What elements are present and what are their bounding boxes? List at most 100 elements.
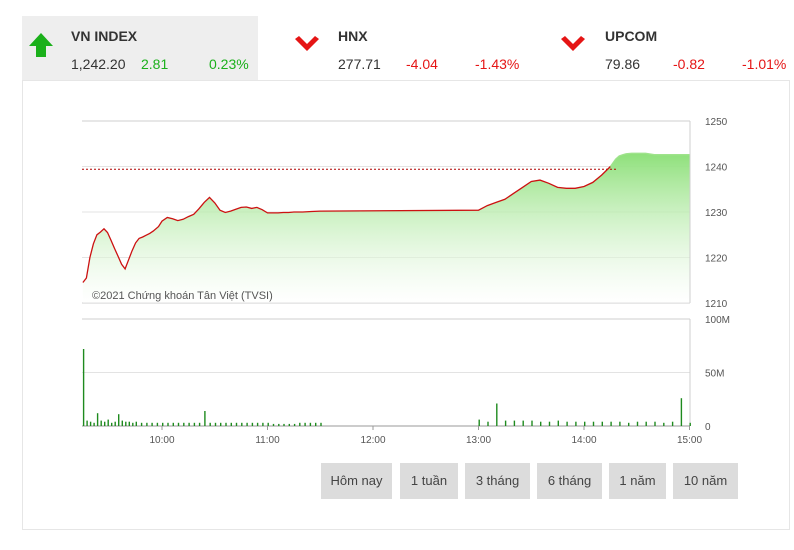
volume-bar: [100, 420, 102, 426]
volume-bar: [209, 422, 211, 426]
volume-bar: [548, 421, 551, 426]
index-card-upcom[interactable]: UPCOM 79.86 -0.82 -1.01%: [556, 16, 792, 80]
index-name: VN INDEX: [71, 28, 138, 44]
volume-bar: [162, 422, 164, 426]
volume-bar: [220, 422, 222, 426]
volume-tick-label: 0: [705, 422, 711, 433]
price-tick-label: 1240: [705, 163, 728, 174]
volume-bar: [496, 403, 498, 426]
price-line: [82, 166, 611, 283]
arrow-up-icon: [29, 33, 53, 57]
volume-bar: [146, 422, 148, 426]
volume-bar: [111, 422, 113, 426]
price-tick-label: 1250: [705, 117, 728, 128]
price-tick-label: 1220: [705, 254, 728, 265]
volume-bar: [531, 420, 533, 426]
range-button-3-months[interactable]: 3 tháng: [465, 463, 530, 499]
x-tick-label: 15:00: [677, 435, 702, 446]
volume-bar: [309, 422, 312, 426]
volume-tick-label: 100M: [705, 315, 730, 326]
volume-bar: [601, 421, 603, 426]
price-tick-label: 1230: [705, 208, 728, 219]
x-tick-label: 11:00: [255, 435, 280, 446]
index-value: 277.71: [338, 56, 381, 72]
volume-bar: [315, 422, 317, 426]
volume-bar: [128, 421, 130, 426]
range-button-1-year[interactable]: 1 năm: [609, 463, 666, 499]
volume-bar: [304, 422, 306, 426]
volume-bar: [125, 421, 127, 426]
price-line-up: [609, 152, 690, 167]
volume-bar: [262, 422, 264, 426]
volume-bar: [140, 422, 143, 426]
range-button-today[interactable]: Hôm nay: [321, 463, 392, 499]
volume-bar: [107, 419, 109, 426]
x-tick-label: 10:00: [149, 435, 174, 446]
volume-bar: [183, 422, 185, 426]
volume-bar: [93, 422, 95, 426]
volume-bar: [225, 422, 227, 426]
volume-bar: [156, 422, 159, 426]
volume-bar: [272, 423, 275, 426]
index-percent: 0.23%: [209, 56, 249, 72]
volume-bar: [177, 422, 180, 426]
range-button-10-years[interactable]: 10 năm: [673, 463, 738, 499]
arrow-down-icon: [295, 36, 319, 51]
volume-bar: [96, 413, 99, 426]
volume-bar: [513, 420, 516, 426]
volume-bar: [114, 421, 116, 426]
volume-bar: [566, 421, 568, 426]
volume-bar: [283, 423, 285, 426]
volume-bar: [204, 411, 206, 426]
volume-bar: [104, 421, 106, 426]
index-percent: -1.43%: [475, 56, 520, 72]
volume-bar: [167, 422, 169, 426]
index-card-vnindex[interactable]: VN INDEX 1,242.20 2.81 0.23%: [22, 16, 258, 80]
index-change: -4.04: [406, 56, 438, 72]
index-percent: -1.01%: [742, 56, 787, 72]
volume-bar: [487, 421, 489, 426]
index-card-hnx[interactable]: HNX 277.71 -4.04 -1.43%: [290, 16, 530, 80]
price-area: [82, 153, 690, 303]
volume-bar: [198, 422, 201, 426]
volume-bar: [246, 422, 248, 426]
volume-bar: [540, 421, 542, 426]
volume-bar: [557, 420, 559, 426]
volume-bar: [214, 422, 217, 426]
volume-bar: [636, 421, 639, 426]
volume-bar: [235, 422, 238, 426]
x-tick-label: 12:00: [360, 435, 385, 446]
volume-bar: [628, 422, 630, 426]
volume-bar: [575, 421, 577, 426]
volume-bar: [256, 422, 259, 426]
volume-bar: [522, 420, 524, 426]
volume-bar: [267, 422, 269, 426]
volume-bar: [151, 422, 153, 426]
range-button-1-week[interactable]: 1 tuần: [400, 463, 458, 499]
volume-bar: [132, 422, 134, 426]
volume-bar: [241, 422, 243, 426]
volume-bar: [689, 422, 691, 426]
volume-bar: [135, 421, 137, 426]
index-value: 79.86: [605, 56, 641, 72]
volume-bar: [86, 420, 88, 426]
volume-bar: [288, 423, 290, 426]
volume-bar: [671, 421, 674, 426]
volume-bar: [251, 422, 254, 426]
volume-bar: [680, 398, 683, 426]
volume-bar: [118, 414, 120, 426]
watermark: ©2021 Chứng khoán Tân Việt (TVSI): [92, 290, 273, 302]
volume-bar: [592, 421, 595, 426]
range-button-6-months[interactable]: 6 tháng: [537, 463, 602, 499]
index-name: HNX: [338, 28, 368, 44]
volume-bar: [663, 422, 665, 426]
volume-bar: [193, 422, 196, 426]
index-value: 1,242.20: [71, 56, 126, 72]
volume-bar: [610, 421, 612, 426]
volume-tick-label: 50M: [705, 369, 724, 380]
volume-bar: [278, 423, 280, 426]
volume-bar: [299, 422, 301, 426]
x-tick-label: 14:00: [571, 435, 596, 446]
volume-bar: [121, 420, 123, 426]
